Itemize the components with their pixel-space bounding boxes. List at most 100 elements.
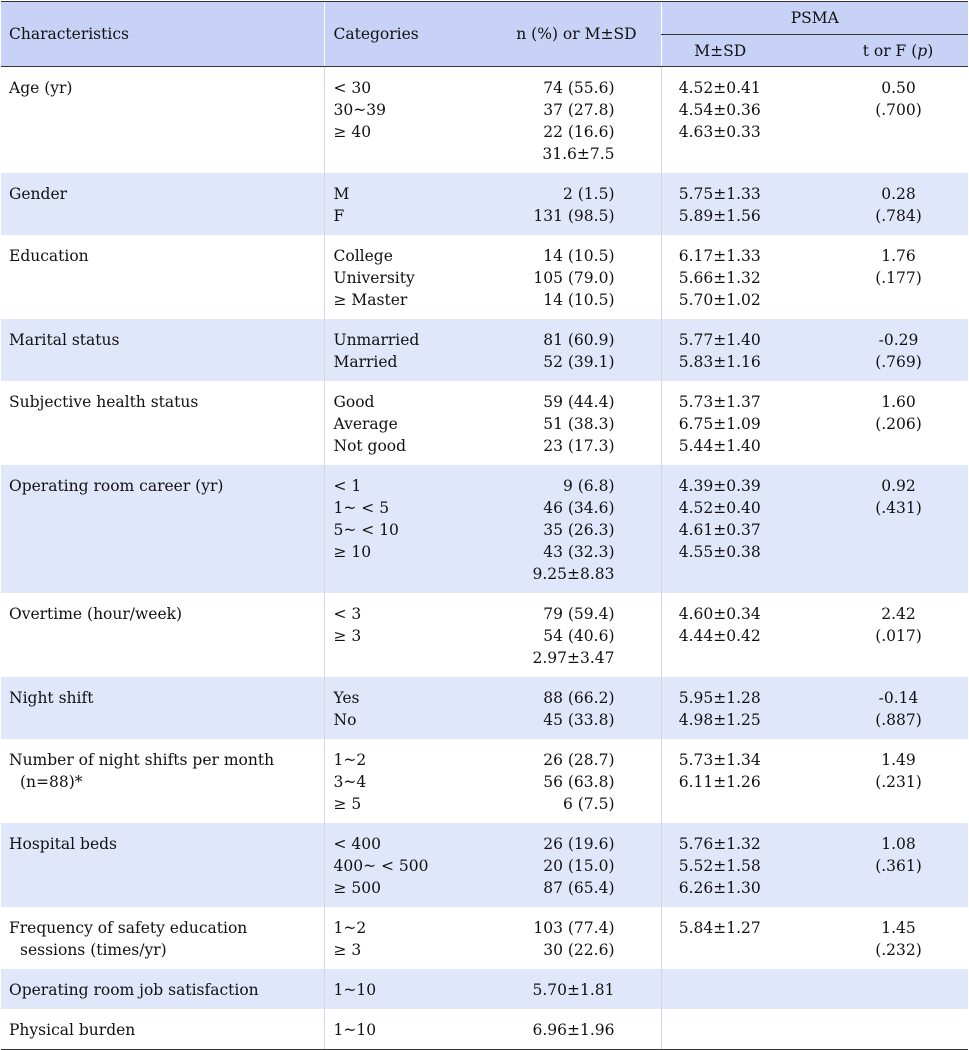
n-pct-line: 5.70±1.81 <box>532 981 615 999</box>
n-pct-line: 59 (44.4) <box>543 393 615 411</box>
categories-line: University <box>333 269 415 287</box>
msd-line: 5.52±1.58 <box>678 857 761 875</box>
msd-line: 5.89±1.56 <box>678 207 761 225</box>
categories-line: 5~ < 10 <box>333 521 399 539</box>
characteristic-line: Age (yr) <box>9 79 73 97</box>
n-pct-cell: 5.70±1.81 <box>501 969 661 1009</box>
characteristic-line: (n=88)* <box>20 773 83 791</box>
categories-cell: 1~2 3~4 ≥ 5 <box>323 739 501 823</box>
n-pct-line: 23 (17.3) <box>543 437 615 455</box>
table-row: Education College University ≥ Master 14 (10… <box>1 235 968 319</box>
tf-cell: 1.45 (.232) <box>821 907 968 969</box>
table-row: Gender M F 2 (1.5) 131 (98.5) 5.75±1.33 5.89±1… <box>1 173 968 235</box>
n-pct-line: 45 (33.8) <box>543 711 615 729</box>
table-row: Operating room career (yr) < 1 1~ < 5 5~ < … <box>1 465 968 593</box>
msd-cell: 5.95±1.28 4.98±1.25 <box>660 677 821 739</box>
tf-line: (.700) <box>875 101 922 119</box>
msd-line: 5.83±1.16 <box>678 353 761 371</box>
header-msd: M±SD <box>660 34 821 67</box>
categories-line: M <box>333 185 350 203</box>
n-pct-cell: 74 (55.6) 37 (27.8) 22 (16.6) 31.6±7.5 <box>501 67 661 174</box>
tf-line: (.784) <box>875 207 922 225</box>
table-row: Subjective health status Good Average Not g… <box>1 381 968 465</box>
n-pct-line: 105 (79.0) <box>533 269 615 287</box>
tf-line: 1.60 <box>881 393 916 411</box>
characteristic-line: Operating room career (yr) <box>9 477 224 495</box>
table-header: Characteristics Categories n (%) or M±SD… <box>1 1 968 67</box>
characteristic-cell: Education <box>1 235 324 319</box>
categories-line: < 400 <box>333 835 382 853</box>
characteristic-line: Marital status <box>9 331 120 349</box>
categories-line: < 3 <box>333 605 362 623</box>
categories-line: 1~10 <box>333 981 377 999</box>
msd-line: 5.73±1.34 <box>678 751 761 769</box>
n-pct-line: 37 (27.8) <box>543 101 615 119</box>
msd-line: 5.73±1.37 <box>678 393 761 411</box>
tf-line: (.231) <box>875 773 922 791</box>
n-pct-line: 52 (39.1) <box>543 353 615 371</box>
characteristic-line: Operating room job satisfaction <box>9 981 259 999</box>
header-tf-prefix: t or F ( <box>862 41 918 60</box>
categories-line: ≥ 5 <box>333 795 362 813</box>
msd-cell: 5.76±1.32 5.52±1.58 6.26±1.30 <box>660 823 821 907</box>
n-pct-line: 14 (10.5) <box>543 247 615 265</box>
categories-cell: < 1 1~ < 5 5~ < 10 ≥ 10 <box>323 465 502 593</box>
tf-cell <box>821 1009 968 1050</box>
categories-cell: < 30 30~39 ≥ 40 <box>323 66 501 173</box>
categories-cell: < 400 400~ < 500 ≥ 500 <box>323 823 501 907</box>
categories-line <box>334 563 502 585</box>
characteristic-line: Physical burden <box>9 1021 136 1039</box>
tf-cell: 0.92 (.431) <box>821 465 968 593</box>
n-pct-cell: 88 (66.2) 45 (33.8) <box>501 677 661 739</box>
categories-line <box>334 647 502 669</box>
categories-cell: 1~10 <box>323 1009 501 1050</box>
msd-line: 5.66±1.32 <box>678 269 761 287</box>
tf-line: (.177) <box>875 269 922 287</box>
categories-line: Married <box>333 353 398 371</box>
tf-cell: 0.28 (.784) <box>821 173 968 235</box>
n-pct-line: 6 (7.5) <box>562 795 615 813</box>
msd-cell: 4.39±0.39 4.52±0.40 4.61±0.37 4.55±0.38 <box>660 465 821 593</box>
table-row: Age (yr) < 30 30~39 ≥ 40 74 (55.6) 37 (27.8)… <box>1 66 968 174</box>
characteristic-line: Gender <box>9 185 68 203</box>
msd-line: 4.55±0.38 <box>678 543 761 561</box>
tf-line: 2.42 <box>881 605 916 623</box>
n-pct-line: 79 (59.4) <box>543 605 615 623</box>
n-pct-line: 22 (16.6) <box>543 123 615 141</box>
n-pct-line: 54 (40.6) <box>543 627 615 645</box>
msd-line: 5.70±1.02 <box>678 291 761 309</box>
header-psma-group: PSMA <box>660 1 968 35</box>
msd-cell: 5.73±1.37 6.75±1.09 5.44±1.40 <box>660 381 821 465</box>
msd-cell: 6.17±1.33 5.66±1.32 5.70±1.02 <box>660 235 821 319</box>
categories-cell: College University ≥ Master <box>323 235 501 319</box>
characteristic-line: Education <box>9 247 89 265</box>
characteristic-cell: Hospital beds <box>1 823 324 907</box>
categories-cell: 1~2 ≥ 3 <box>323 907 501 969</box>
n-pct-line: 103 (77.4) <box>533 919 615 937</box>
characteristic-cell: Operating room job satisfaction <box>1 969 324 1009</box>
n-pct-line: 14 (10.5) <box>543 291 615 309</box>
tf-line: (.206) <box>875 415 922 433</box>
table-row: Night shift Yes No 88 (66.2) 45 (33.8) 5.95±1… <box>1 677 968 739</box>
characteristic-cell: Night shift <box>1 677 324 739</box>
msd-line: 4.54±0.36 <box>678 101 761 119</box>
msd-cell: 5.84±1.27 <box>660 907 821 969</box>
categories-line: Not good <box>333 437 407 455</box>
n-pct-cell: 9 (6.8) 46 (34.6) 35 (26.3) 43 (32.3) 9.25±8… <box>501 465 661 593</box>
msd-line: 5.76±1.32 <box>678 835 761 853</box>
n-pct-cell: 2 (1.5) 131 (98.5) <box>501 173 661 235</box>
n-pct-line: 87 (65.4) <box>543 879 615 897</box>
msd-line: 4.44±0.42 <box>678 627 761 645</box>
characteristic-cell: Subjective health status <box>1 381 324 465</box>
tf-line: (.431) <box>875 499 922 517</box>
msd-cell: 4.60±0.34 4.44±0.42 <box>660 593 821 677</box>
msd-line: 4.98±1.25 <box>678 711 761 729</box>
characteristic-line: Subjective health status <box>9 393 199 411</box>
tf-line: -0.14 <box>878 689 919 707</box>
n-pct-cell: 103 (77.4) 30 (22.6) <box>501 907 661 969</box>
characteristic-cell: Operating room career (yr) <box>1 465 324 593</box>
n-pct-line: 26 (28.7) <box>543 751 615 769</box>
header-categories: Categories <box>323 1 501 67</box>
n-pct-line: 88 (66.2) <box>543 689 615 707</box>
